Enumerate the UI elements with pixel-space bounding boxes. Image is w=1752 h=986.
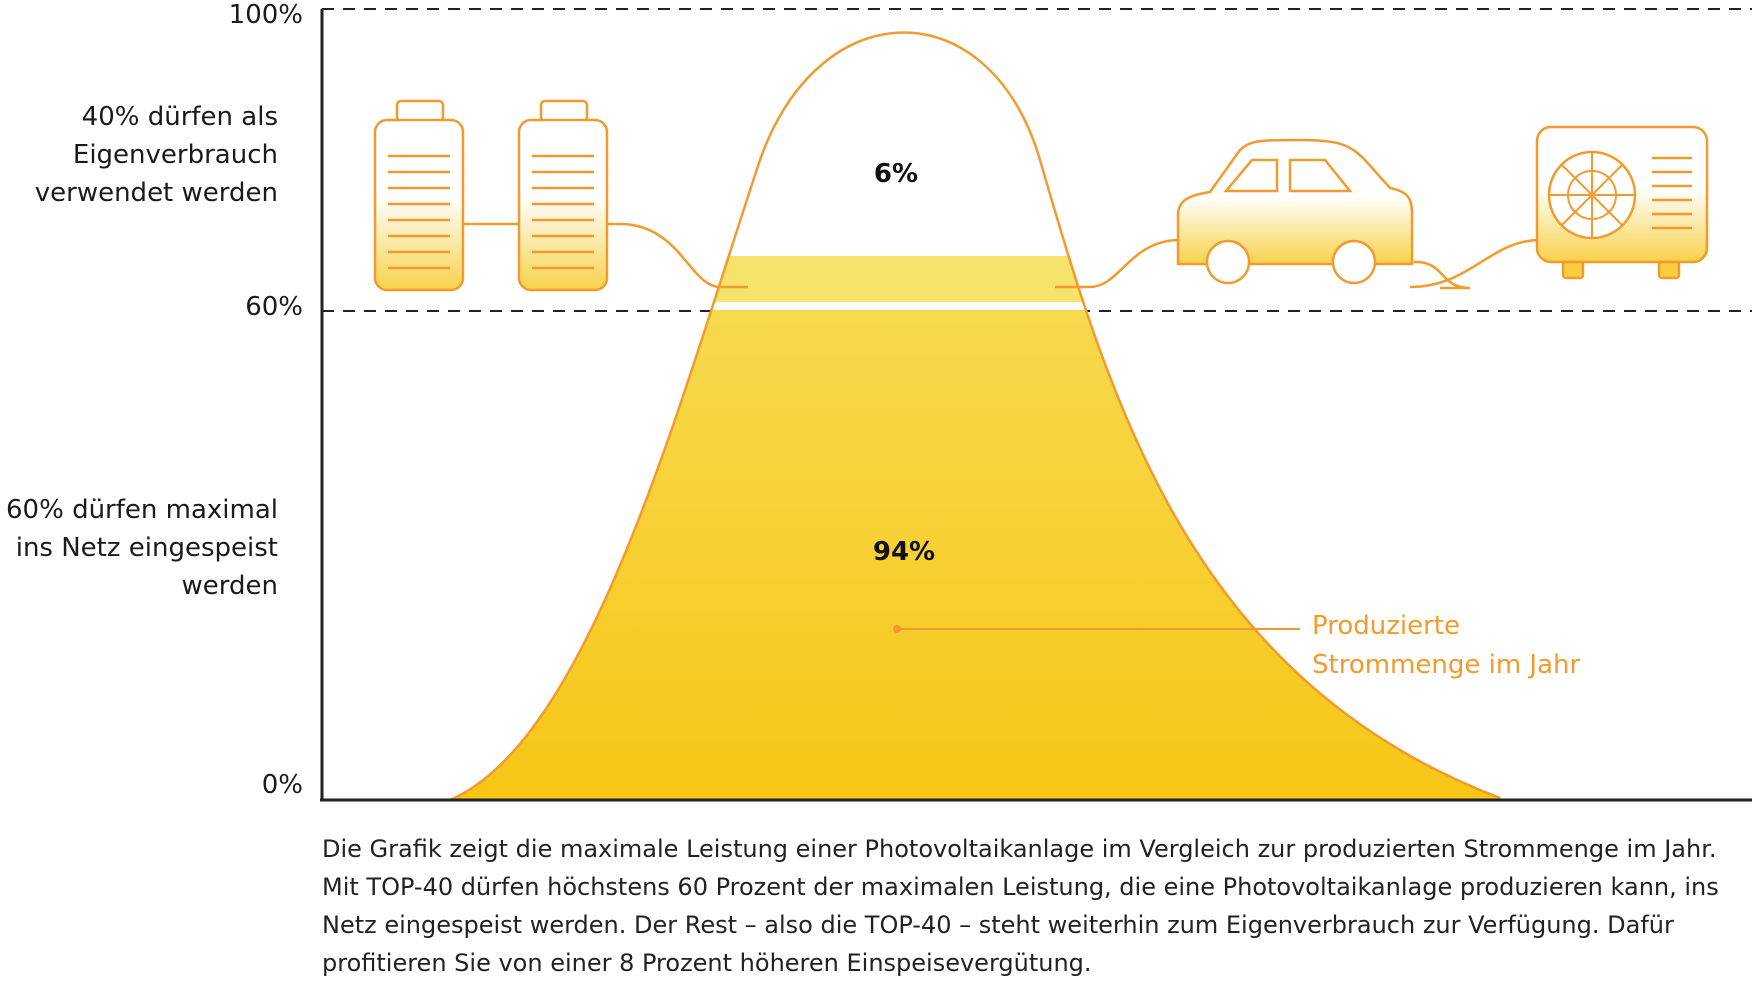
curve-annotation-line-1: Produzierte (1312, 611, 1460, 641)
curve-annotation: Produzierte Strommenge im Jahr (1312, 607, 1580, 685)
upper-annotation-line-1: 40% dürfen als (81, 102, 278, 132)
battery-icon (373, 99, 465, 292)
upper-band-annotation: 40% dürfen als Eigenverbrauch verwendet … (35, 98, 278, 212)
y-tick-100: 100% (228, 0, 303, 30)
area-self-use (714, 256, 1084, 302)
y-tick-60: 60% (245, 292, 303, 322)
area-fed-in (450, 310, 1500, 800)
car-icon (1176, 138, 1414, 285)
battery-icon (517, 99, 609, 292)
y-tick-0: 0% (261, 770, 303, 800)
upper-annotation-line-3: verwendet werden (34, 178, 278, 208)
upper-annotation-line-2: Eigenverbrauch (72, 140, 278, 170)
lower-annotation-line-1: 60% dürfen maximal (6, 495, 278, 525)
heat-pump-icon (1535, 125, 1709, 280)
lower-annotation-line-3: werden (181, 571, 278, 601)
production-curve (449, 31, 1501, 802)
wire-batteries (462, 222, 748, 289)
area-label-6: 6% (874, 159, 918, 189)
chart-canvas: 6% 94% (320, 8, 1752, 802)
chart-caption: Die Grafik zeigt die maximale Leistung e… (322, 835, 1719, 977)
area-label-94: 94% (873, 537, 935, 567)
lower-band-annotation: 60% dürfen maximal ins Netz eingespeist … (6, 491, 278, 605)
wire-devices (1055, 238, 1541, 290)
curve-annotation-line-2: Strommenge im Jahr (1312, 650, 1581, 680)
lower-annotation-line-2: ins Netz eingespeist (15, 533, 278, 563)
